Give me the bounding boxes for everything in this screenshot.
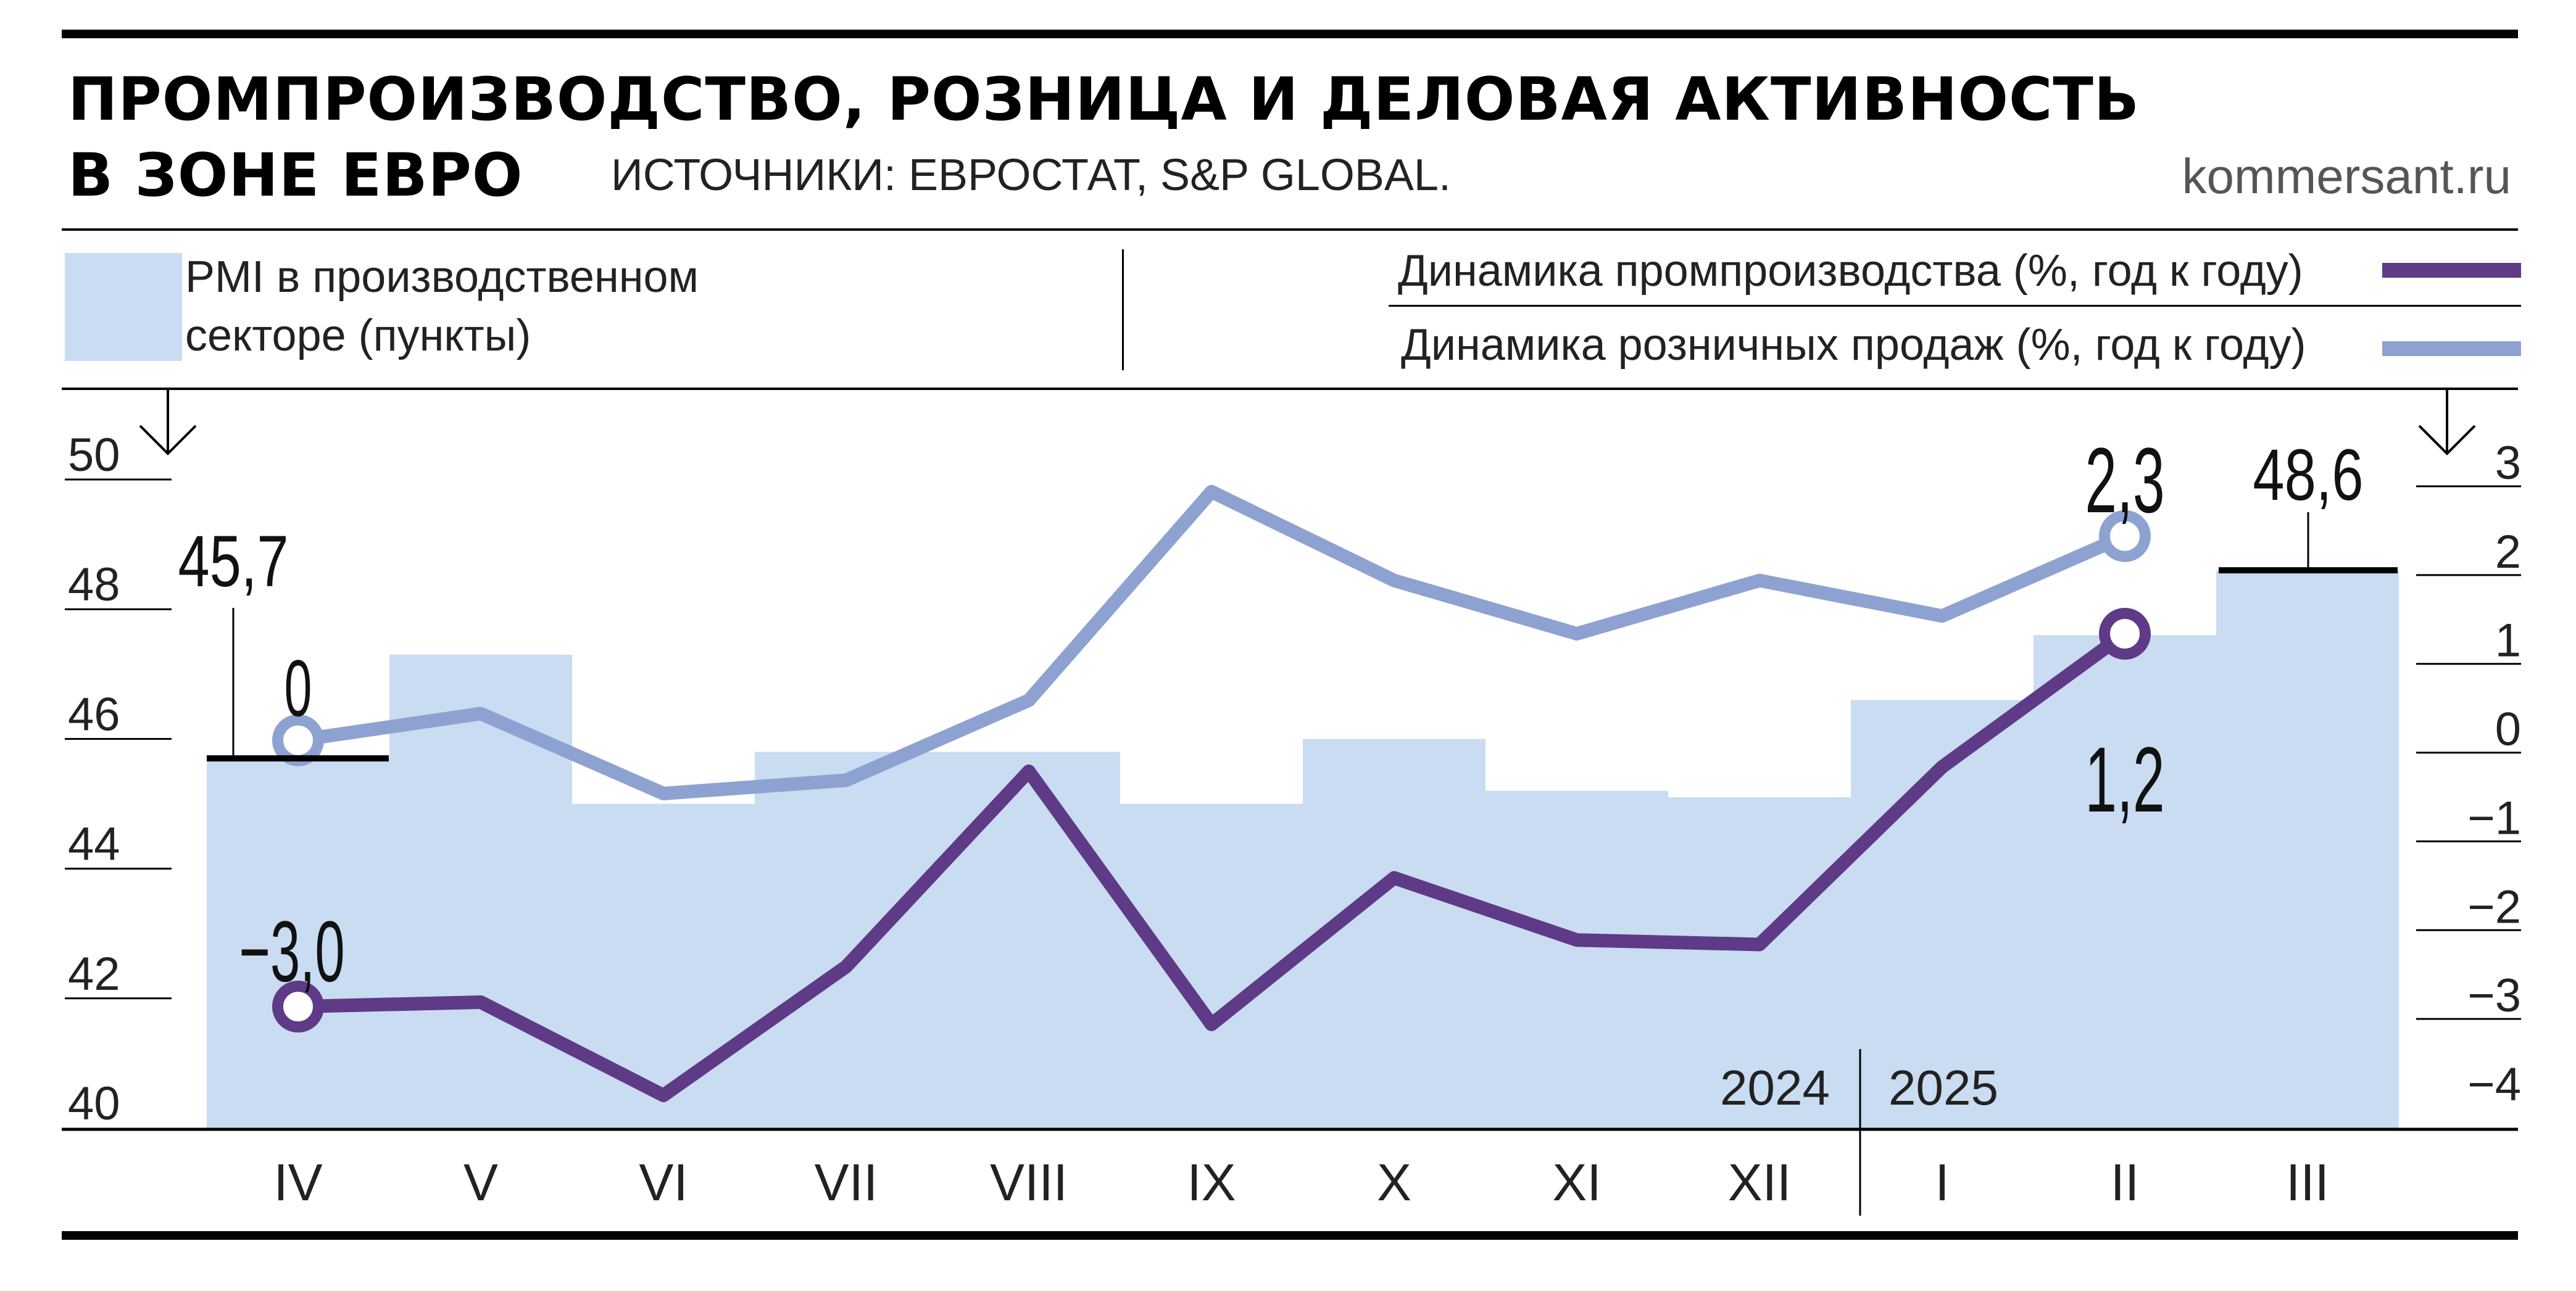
legend-retail-label: Динамика розничных продаж (%, год к году… xyxy=(1401,320,2306,370)
right-tick-label: 0 xyxy=(2495,704,2521,756)
legend-separator xyxy=(1122,249,1124,370)
pmi-bar xyxy=(207,758,389,1128)
right-axis-arrow xyxy=(2418,389,2476,455)
retail-end-label: 2,3 xyxy=(2085,429,2164,532)
retail-line xyxy=(291,484,2132,800)
legend-industry-label: Динамика промпроизводства (%, год к году… xyxy=(1398,246,2303,296)
pmi-bar xyxy=(2216,570,2399,1128)
pmi-bar xyxy=(1120,803,1303,1128)
top-rule xyxy=(62,30,2518,38)
right-tick-label: 1 xyxy=(2495,615,2521,667)
x-tick-label: III xyxy=(2286,1153,2329,1211)
retail-end-marker xyxy=(2099,510,2151,562)
left-axis-arrow xyxy=(139,389,197,455)
x-tick-label: XI xyxy=(1552,1153,1601,1211)
industry-end-label: 1,2 xyxy=(2085,728,2164,831)
right-tick-label: −4 xyxy=(2467,1058,2521,1111)
right-tick-label: −2 xyxy=(2467,881,2521,933)
x-tick-label: I xyxy=(1935,1153,1949,1211)
pmi-bar xyxy=(937,752,1120,1128)
pmi-end-label: 48,6 xyxy=(2253,434,2363,516)
industry-end-marker xyxy=(2099,607,2151,660)
plot-top-rule xyxy=(62,388,2518,390)
x-tick-label: IV xyxy=(273,1153,322,1211)
pmi-bar xyxy=(755,752,937,1128)
industry-start-marker xyxy=(272,981,324,1033)
pmi-bar xyxy=(1485,791,1668,1128)
source-note: ИСТОЧНИКИ: ЕВРОСТАТ, S&P GLOBAL. xyxy=(611,151,1451,200)
legend-retail-line xyxy=(2382,341,2521,356)
industry-start-label: −3,0 xyxy=(239,903,344,1000)
left-tick-label: 42 xyxy=(68,948,120,1000)
chart-title-line1: ПРОМПРОИЗВОДСТВО, РОЗНИЦА И ДЕЛОВАЯ АКТИ… xyxy=(68,65,2140,134)
left-tick-label: 46 xyxy=(68,688,120,741)
legend-pmi-label-line2: секторе (пункты) xyxy=(185,311,531,360)
legend-industry-line xyxy=(2382,263,2521,278)
right-tick-label: −3 xyxy=(2467,969,2521,1022)
x-tick-label: II xyxy=(2111,1153,2140,1211)
right-tick-label: −1 xyxy=(2467,792,2521,844)
site-credit: kommersant.ru xyxy=(2182,149,2511,204)
header-divider xyxy=(62,228,2518,231)
left-tick-label: 48 xyxy=(68,558,120,611)
x-tick-label: IX xyxy=(1187,1153,1236,1211)
year-label-2025: 2025 xyxy=(1888,1060,1998,1115)
x-tick-label: VI xyxy=(639,1153,688,1211)
x-tick-label: VIII xyxy=(990,1153,1068,1211)
retail-start-label: 0 xyxy=(285,643,312,733)
left-tick-label: 50 xyxy=(68,429,120,481)
pmi-bar xyxy=(572,803,755,1128)
legend-pmi-swatch xyxy=(65,253,182,361)
pmi-bar xyxy=(2034,635,2216,1128)
bottom-rule xyxy=(62,1231,2518,1240)
x-tick-label: X xyxy=(1377,1153,1411,1211)
legend-industry-underline xyxy=(1389,305,2521,307)
pmi-bar xyxy=(1668,797,1851,1128)
left-tick-label: 40 xyxy=(68,1077,120,1130)
industry-line xyxy=(291,626,2132,1102)
left-tick-label: 44 xyxy=(68,818,120,871)
legend-pmi-label-line1: PMI в производственном xyxy=(185,252,699,302)
x-tick-label: VII xyxy=(815,1153,878,1211)
right-tick-label: 3 xyxy=(2495,437,2521,489)
chart-title-line2: В ЗОНЕ ЕВРО xyxy=(68,141,523,210)
year-label-2024: 2024 xyxy=(1720,1060,1830,1115)
right-tick-label: 2 xyxy=(2495,526,2521,578)
x-tick-label: V xyxy=(463,1153,498,1211)
pmi-start-label: 45,7 xyxy=(178,521,288,602)
x-tick-label: XII xyxy=(1728,1153,1792,1211)
